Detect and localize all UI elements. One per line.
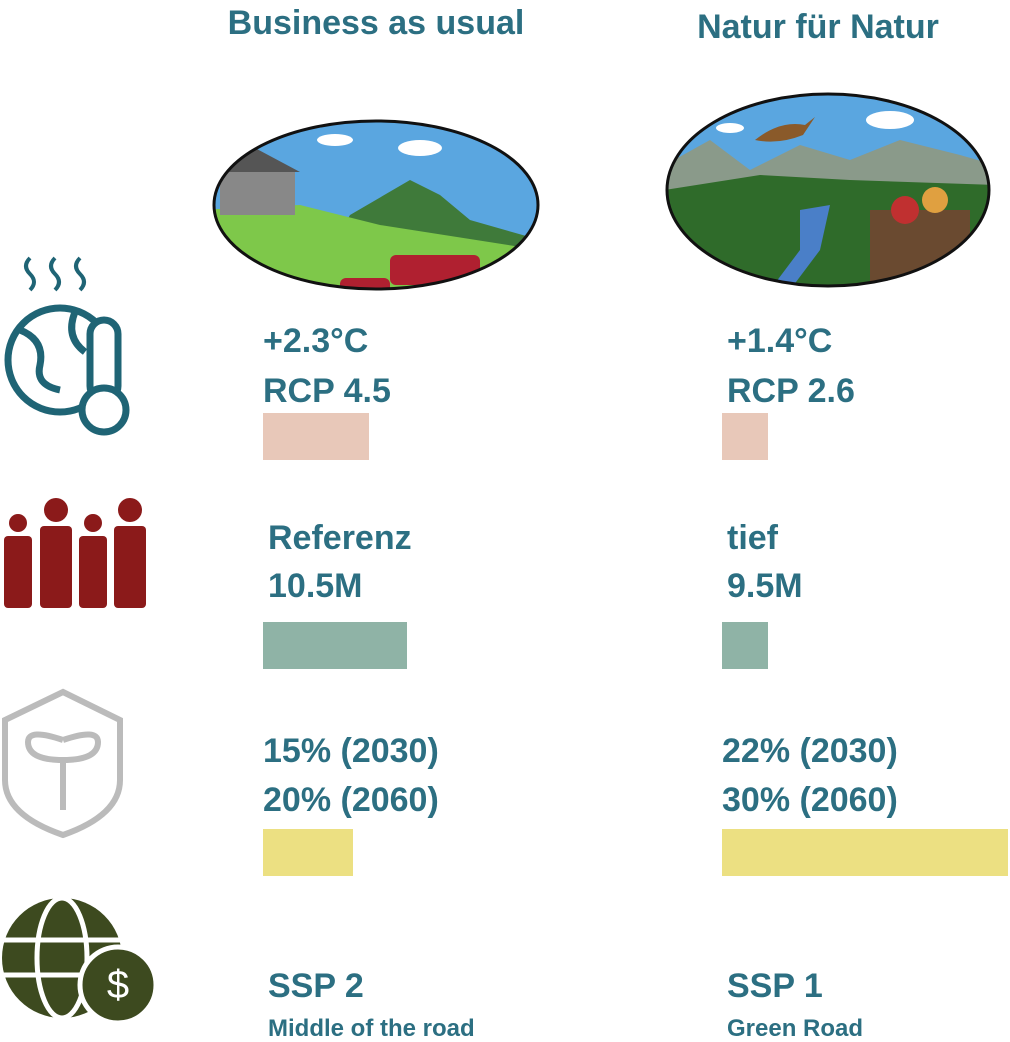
climate-bar — [722, 413, 768, 460]
climate-icon — [8, 258, 126, 432]
population-level: Referenz — [268, 519, 412, 557]
ssp-name: Middle of the road — [268, 1015, 475, 1042]
protected-area-icon — [5, 692, 120, 835]
protected-2030: 22% (2030) — [722, 732, 898, 770]
population-level: tief — [727, 519, 779, 557]
population-icon — [4, 498, 146, 608]
illustration — [660, 90, 1000, 290]
protected-bar — [263, 829, 353, 876]
temperature: +2.3°C — [263, 322, 368, 360]
protected-bar — [722, 829, 1008, 876]
column-title: Business as usual — [228, 4, 525, 42]
rcp: RCP 2.6 — [727, 372, 855, 410]
climate-bar — [263, 413, 369, 460]
protected-2060: 20% (2060) — [263, 781, 439, 819]
population-bar — [263, 622, 407, 669]
rcp: RCP 4.5 — [263, 372, 391, 410]
column-title: Natur für Natur — [697, 8, 939, 46]
svg-text:$: $ — [107, 963, 129, 1007]
illustration — [200, 110, 560, 310]
ssp: SSP 1 — [727, 967, 823, 1005]
ssp: SSP 2 — [268, 967, 364, 1005]
population: 10.5M — [268, 567, 363, 605]
ssp-name: Green Road — [727, 1015, 863, 1042]
population-bar — [722, 622, 768, 669]
economy-icon: $ — [2, 898, 156, 1023]
infographic: Business as usual Natur für Natur — [0, 0, 1010, 1042]
protected-2060: 30% (2060) — [722, 781, 898, 819]
protected-2030: 15% (2030) — [263, 732, 439, 770]
temperature: +1.4°C — [727, 322, 832, 360]
population: 9.5M — [727, 567, 803, 605]
